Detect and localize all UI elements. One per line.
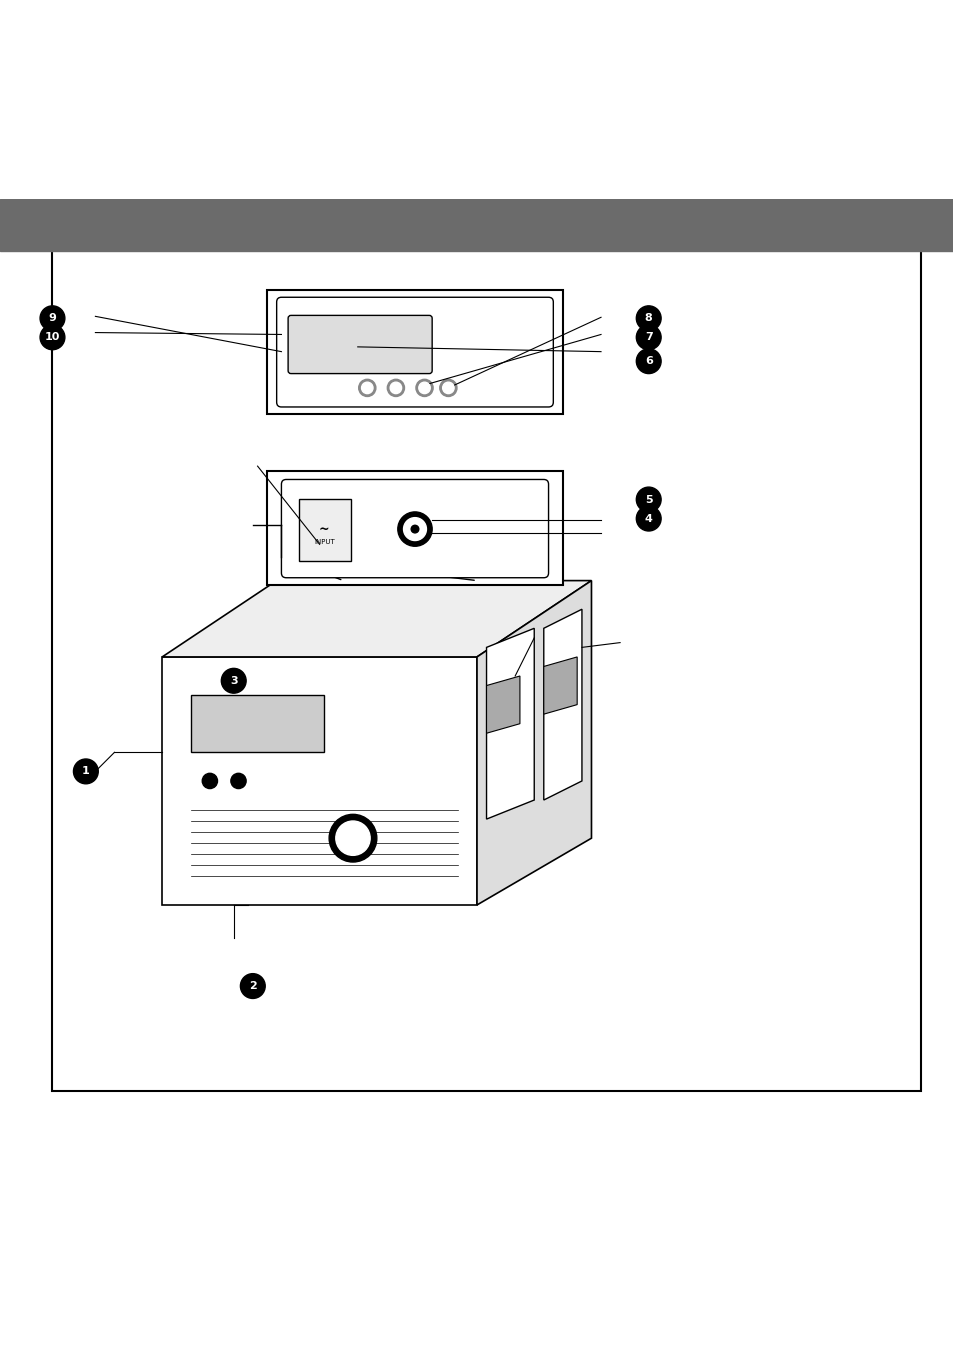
- Circle shape: [240, 973, 265, 998]
- Circle shape: [411, 526, 418, 533]
- Circle shape: [387, 380, 404, 396]
- Circle shape: [442, 383, 454, 393]
- Circle shape: [403, 518, 426, 541]
- Circle shape: [439, 380, 456, 396]
- Circle shape: [636, 324, 660, 350]
- Circle shape: [390, 383, 401, 393]
- Circle shape: [221, 668, 246, 694]
- Bar: [0, 199, 953, 251]
- Text: 6: 6: [644, 356, 652, 366]
- FancyBboxPatch shape: [288, 315, 432, 373]
- Bar: [267, 470, 562, 585]
- Circle shape: [335, 821, 370, 856]
- Circle shape: [397, 512, 432, 546]
- Text: 2: 2: [249, 982, 256, 991]
- Polygon shape: [162, 580, 591, 657]
- Text: ~: ~: [318, 523, 330, 535]
- FancyBboxPatch shape: [281, 480, 548, 577]
- Circle shape: [73, 758, 98, 784]
- Circle shape: [636, 306, 660, 331]
- Circle shape: [636, 487, 660, 512]
- Text: 7: 7: [644, 333, 652, 342]
- Circle shape: [202, 773, 217, 788]
- Text: 3: 3: [230, 676, 237, 685]
- Bar: [191, 695, 324, 752]
- Polygon shape: [486, 629, 534, 819]
- Bar: [298, 499, 351, 561]
- Circle shape: [231, 773, 246, 788]
- Circle shape: [361, 383, 373, 393]
- Polygon shape: [162, 657, 476, 904]
- Text: 4: 4: [644, 514, 652, 523]
- Circle shape: [40, 306, 65, 331]
- Circle shape: [40, 324, 65, 350]
- Circle shape: [636, 349, 660, 373]
- Circle shape: [416, 380, 433, 396]
- Polygon shape: [543, 657, 577, 714]
- Bar: [267, 289, 562, 414]
- Text: INPUT: INPUT: [314, 539, 335, 545]
- Text: 8: 8: [644, 314, 652, 323]
- FancyBboxPatch shape: [276, 297, 553, 407]
- Circle shape: [358, 380, 375, 396]
- Polygon shape: [486, 676, 519, 733]
- Polygon shape: [476, 580, 591, 904]
- Circle shape: [418, 383, 430, 393]
- Text: 10: 10: [45, 333, 60, 342]
- Text: 9: 9: [49, 314, 56, 323]
- Bar: [52, 246, 920, 1091]
- Circle shape: [329, 814, 376, 863]
- Text: 1: 1: [82, 767, 90, 776]
- Polygon shape: [543, 610, 581, 800]
- Circle shape: [636, 506, 660, 531]
- Text: 5: 5: [644, 495, 652, 504]
